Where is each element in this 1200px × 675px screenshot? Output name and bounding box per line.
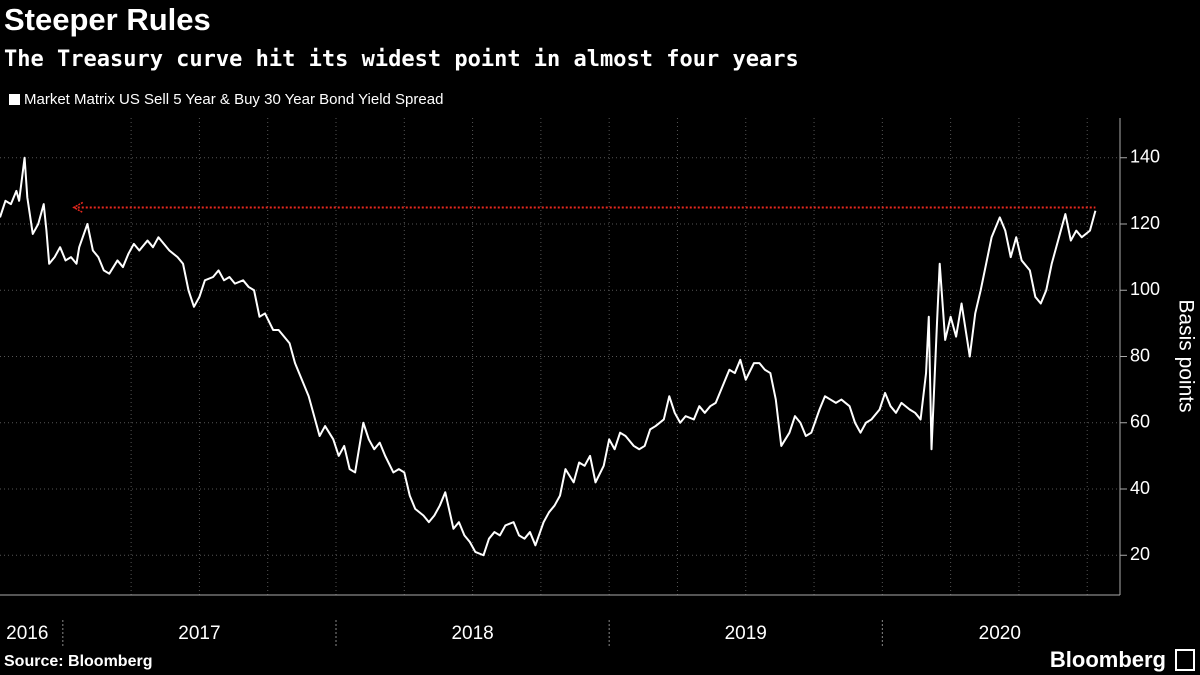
y-tick-label: 140 <box>1130 147 1160 167</box>
legend-swatch <box>9 94 20 105</box>
brand: Bloomberg <box>1050 647 1166 672</box>
x-tick-label: 2017 <box>178 623 220 644</box>
x-tick-label: 2020 <box>979 623 1021 644</box>
data-line <box>0 156 1097 557</box>
brand-icon <box>1175 649 1195 671</box>
y-tick-label: 20 <box>1130 544 1150 564</box>
y-tick-label: 60 <box>1130 412 1150 432</box>
chart-subtitle: The Treasury curve hit its widest point … <box>4 47 799 72</box>
x-tick-label: 2019 <box>725 623 767 644</box>
y-tick-label: 40 <box>1130 478 1150 498</box>
y-tick-label: 120 <box>1130 213 1160 233</box>
reference-arrowhead <box>72 201 84 214</box>
legend-label: Market Matrix US Sell 5 Year & Buy 30 Ye… <box>24 91 443 108</box>
x-tick-label: 2016 <box>6 623 48 644</box>
y-axis-label: Basis points <box>1174 299 1197 412</box>
x-tick-label: 2018 <box>451 623 493 644</box>
source: Source: Bloomberg <box>4 653 152 670</box>
y-tick-label: 100 <box>1130 279 1160 299</box>
chart-title: Steeper Rules <box>4 2 211 37</box>
y-tick-label: 80 <box>1130 345 1150 365</box>
